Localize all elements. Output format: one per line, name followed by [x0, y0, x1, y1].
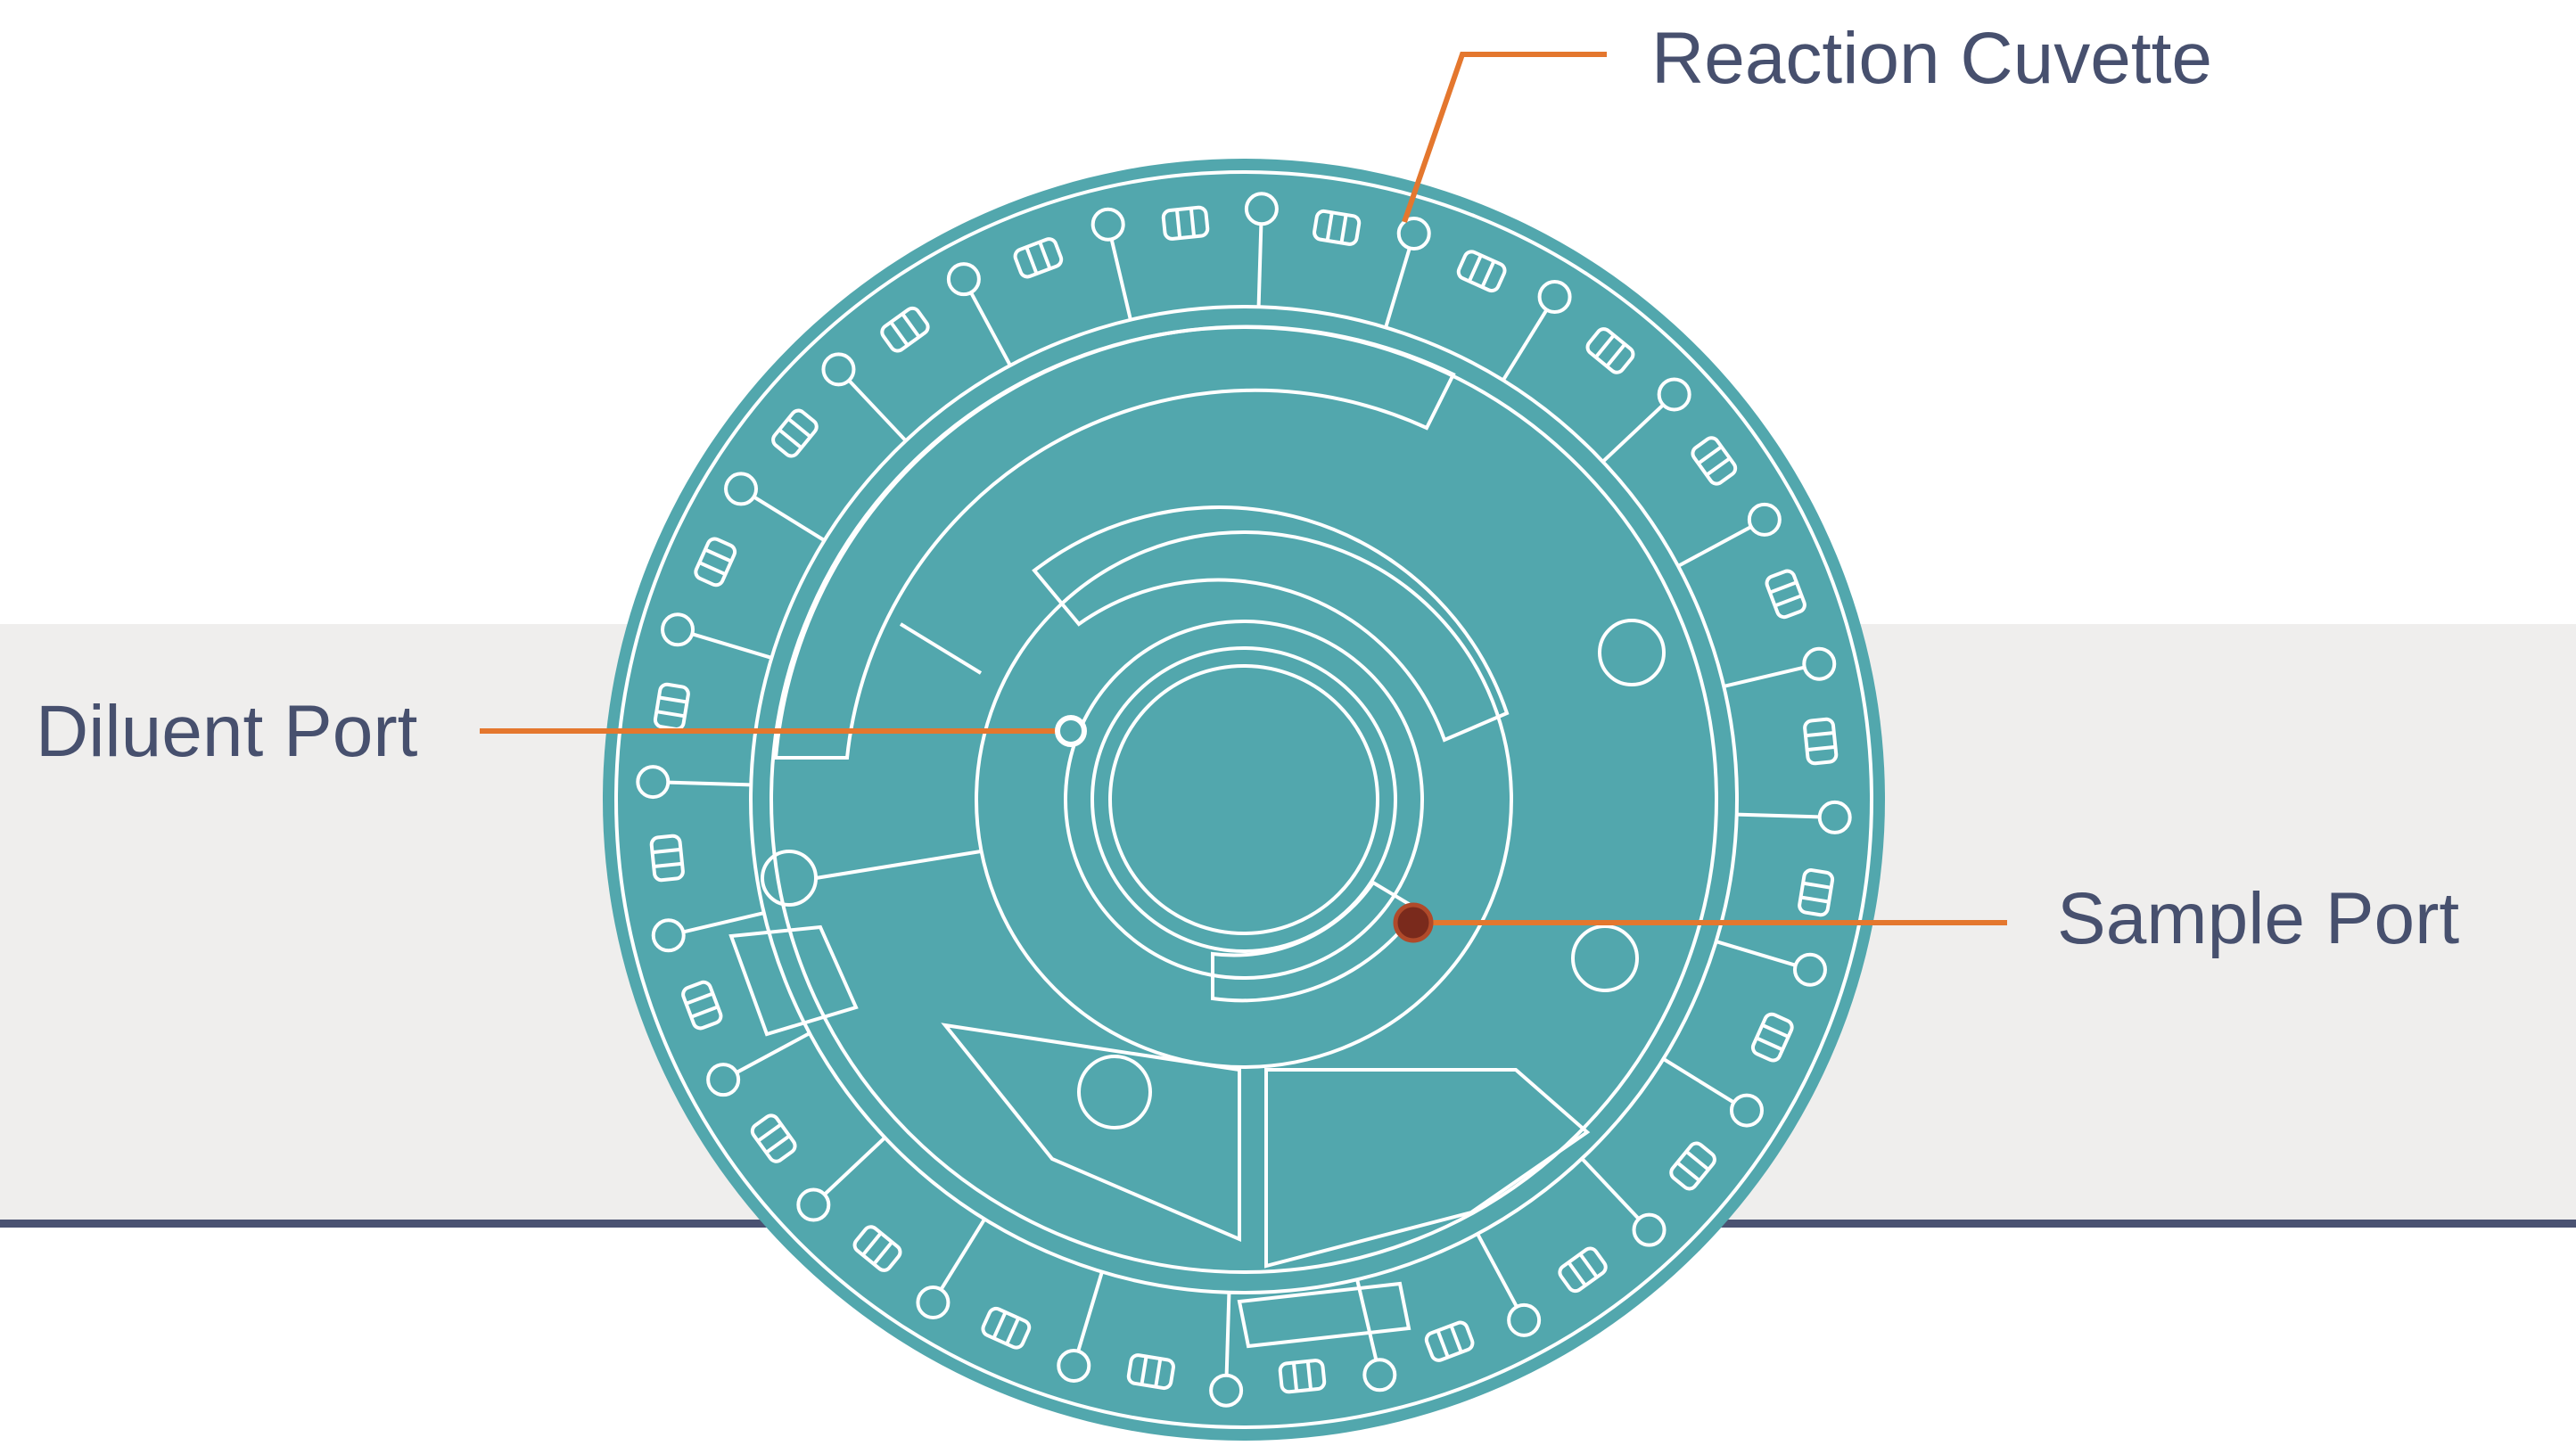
cuvette-channel [1737, 815, 1820, 817]
label: Sample Port [2057, 878, 2459, 959]
disc-body [603, 159, 1885, 1441]
label: Reaction Cuvette [1651, 18, 2212, 99]
cuvette-channel [1227, 1293, 1230, 1376]
cuvette-channel [668, 783, 751, 785]
reaction-cuvette-callout: Reaction Cuvette [1404, 18, 2212, 222]
diluent-port-marker [1058, 718, 1084, 744]
label: Diluent Port [36, 691, 418, 772]
page: Reaction Cuvette Diluent Port Sample Por… [0, 0, 2576, 1454]
rotor-disc [603, 159, 1885, 1441]
diagram: Reaction Cuvette Diluent Port Sample Por… [0, 0, 2576, 1454]
sample-port-marker [1395, 905, 1431, 941]
cuvette-channel [1259, 224, 1262, 307]
